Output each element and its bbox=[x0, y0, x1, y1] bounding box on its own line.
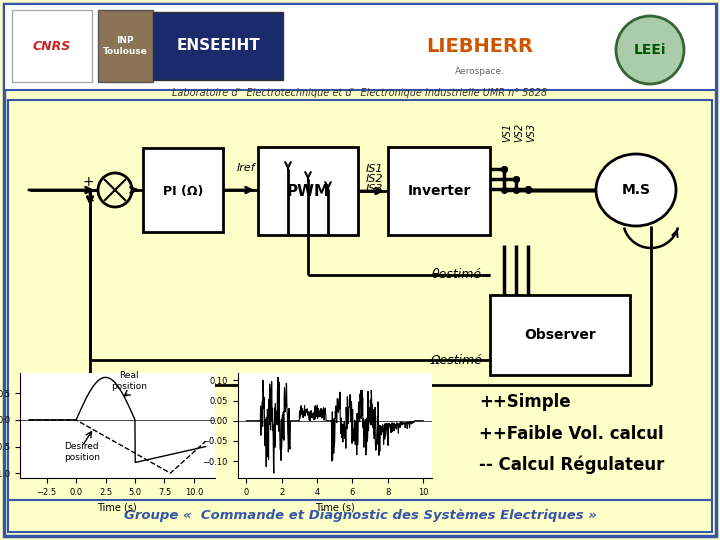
Text: Real
position: Real position bbox=[111, 372, 147, 390]
Text: Ωestimé: Ωestimé bbox=[430, 354, 482, 367]
Bar bbox=[12, 10, 92, 82]
Text: Iref: Iref bbox=[237, 163, 256, 173]
Text: IS3: IS3 bbox=[366, 184, 383, 194]
X-axis label: Time (s): Time (s) bbox=[97, 502, 138, 512]
Text: ++Faible Vol. calcul: ++Faible Vol. calcul bbox=[479, 425, 664, 443]
Text: PWM: PWM bbox=[287, 184, 330, 199]
Text: INP
Toulouse: INP Toulouse bbox=[102, 36, 148, 56]
Bar bbox=[4, 4, 716, 90]
Text: Aerospace.: Aerospace. bbox=[455, 68, 505, 77]
Text: PI (Ω): PI (Ω) bbox=[163, 186, 203, 199]
Text: LIEBHERR: LIEBHERR bbox=[426, 37, 534, 56]
Bar bbox=[8, 500, 712, 532]
Text: ENSEEIHT: ENSEEIHT bbox=[176, 38, 260, 53]
Text: VS2: VS2 bbox=[514, 123, 524, 142]
Text: +: + bbox=[82, 175, 94, 189]
Bar bbox=[143, 148, 223, 232]
Ellipse shape bbox=[596, 154, 676, 226]
Bar bbox=[490, 295, 630, 375]
Bar bbox=[258, 147, 358, 235]
Text: IS1: IS1 bbox=[366, 164, 383, 174]
Text: Observer: Observer bbox=[524, 328, 596, 342]
Text: θestimé: θestimé bbox=[432, 268, 482, 281]
Text: CNRS: CNRS bbox=[33, 39, 71, 52]
Text: Laboratoire d'  Electrotechnique et d'  Electronique Industrielle UMR n° 5828: Laboratoire d' Electrotechnique et d' El… bbox=[172, 88, 548, 98]
Text: VS3: VS3 bbox=[526, 123, 536, 142]
Bar bbox=[8, 100, 712, 502]
Text: LEEi: LEEi bbox=[634, 43, 666, 57]
Text: ++Simple: ++Simple bbox=[479, 394, 570, 411]
Text: -: - bbox=[89, 192, 94, 207]
Text: Inverter: Inverter bbox=[408, 184, 471, 198]
Bar bbox=[98, 10, 153, 82]
Text: M.S: M.S bbox=[621, 183, 650, 197]
Text: IS2: IS2 bbox=[366, 174, 383, 184]
Circle shape bbox=[616, 16, 684, 84]
Text: -- Calcul Régulateur: -- Calcul Régulateur bbox=[479, 456, 665, 474]
Bar bbox=[153, 12, 283, 80]
X-axis label: Time (s): Time (s) bbox=[315, 502, 355, 512]
Text: Desired
position: Desired position bbox=[64, 442, 100, 462]
Bar bbox=[388, 147, 490, 235]
Text: VS1: VS1 bbox=[502, 123, 512, 142]
Text: Groupe «  Commande et Diagnostic des Systèmes Electriques »: Groupe « Commande et Diagnostic des Syst… bbox=[124, 510, 596, 523]
